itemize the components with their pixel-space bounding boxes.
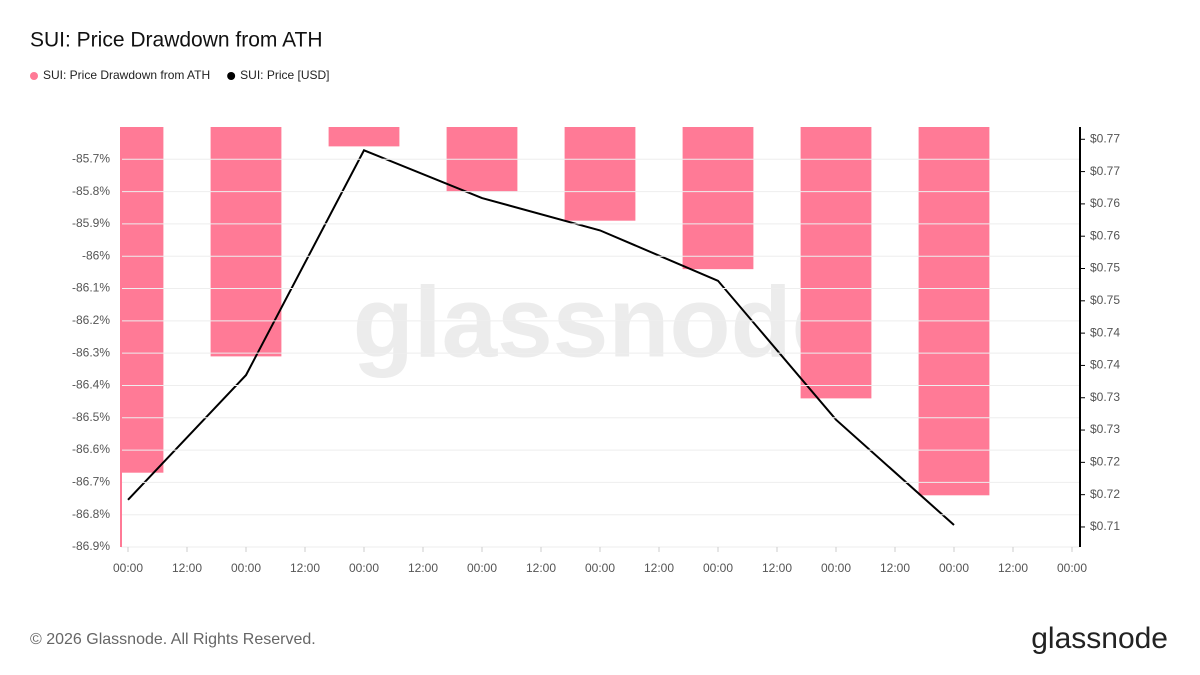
- bar: [682, 127, 754, 270]
- y2-tick-label: $0.76: [1090, 228, 1120, 242]
- x-tick-label: 12:00: [644, 561, 674, 575]
- x-tick-label: 00:00: [703, 561, 733, 575]
- y-tick-label: -86.7%: [72, 475, 110, 489]
- y-tick-label: -86.9%: [72, 539, 110, 553]
- y2-tick-label: $0.71: [1090, 519, 1120, 533]
- y-tick-label: -85.9%: [72, 216, 110, 230]
- x-tick-label: 12:00: [526, 561, 556, 575]
- y2-tick-label: $0.77: [1090, 131, 1120, 145]
- y2-tick-label: $0.74: [1090, 325, 1120, 339]
- x-tick-label: 00:00: [585, 561, 615, 575]
- watermark: glassnode: [353, 266, 848, 378]
- y2-tick-label: $0.72: [1090, 487, 1120, 501]
- x-tick-label: 00:00: [939, 561, 969, 575]
- bar: [918, 127, 990, 496]
- legend-marker: [30, 72, 38, 80]
- x-tick-label: 00:00: [467, 561, 497, 575]
- x-tick-label: 12:00: [172, 561, 202, 575]
- bar: [564, 127, 636, 221]
- chart-title: SUI: Price Drawdown from ATH: [30, 29, 323, 52]
- y-tick-label: -85.8%: [72, 184, 110, 198]
- logo: glassnode: [1031, 622, 1168, 655]
- y2-tick-label: $0.76: [1090, 196, 1120, 210]
- price-line: [127, 148, 955, 526]
- x-tick-label: 12:00: [998, 561, 1028, 575]
- bar: [800, 127, 872, 399]
- x-tick-label: 00:00: [1057, 561, 1087, 575]
- y-tick-label: -85.7%: [72, 151, 110, 165]
- y2-tick-label: $0.72: [1090, 455, 1120, 469]
- x-tick-label: 12:00: [408, 561, 438, 575]
- y-tick-label: -86.6%: [72, 442, 110, 456]
- y-tick-label: -86.8%: [72, 507, 110, 521]
- y-tick-label: -86.1%: [72, 281, 110, 295]
- x-tick-label: 00:00: [113, 561, 143, 575]
- bar: [328, 127, 400, 147]
- y2-tick-label: $0.73: [1090, 422, 1120, 436]
- x-tick-label: 00:00: [821, 561, 851, 575]
- x-tick-label: 12:00: [762, 561, 792, 575]
- legend-marker: [227, 72, 236, 80]
- bar: [210, 127, 282, 357]
- y2-tick-label: $0.74: [1090, 358, 1120, 372]
- y-tick-label: -86.3%: [72, 345, 110, 359]
- y-tick-label: -86%: [82, 248, 110, 262]
- x-tick-label: 00:00: [231, 561, 261, 575]
- y-tick-label: -86.5%: [72, 410, 110, 424]
- y-tick-label: -86.4%: [72, 378, 110, 392]
- legend-label: SUI: Price Drawdown from ATH: [43, 68, 210, 82]
- y-tick-label: -86.2%: [72, 313, 110, 327]
- y2-tick-label: $0.75: [1090, 293, 1120, 307]
- y2-tick-label: $0.73: [1090, 390, 1120, 404]
- bar: [121, 127, 164, 473]
- y2-tick-label: $0.77: [1090, 164, 1120, 178]
- legend-label: SUI: Price [USD]: [240, 68, 329, 82]
- x-tick-label: 00:00: [349, 561, 379, 575]
- x-tick-label: 12:00: [290, 561, 320, 575]
- footer: © 2026 Glassnode. All Rights Reserved.: [30, 631, 316, 648]
- y2-tick-label: $0.75: [1090, 261, 1120, 275]
- x-tick-label: 12:00: [880, 561, 910, 575]
